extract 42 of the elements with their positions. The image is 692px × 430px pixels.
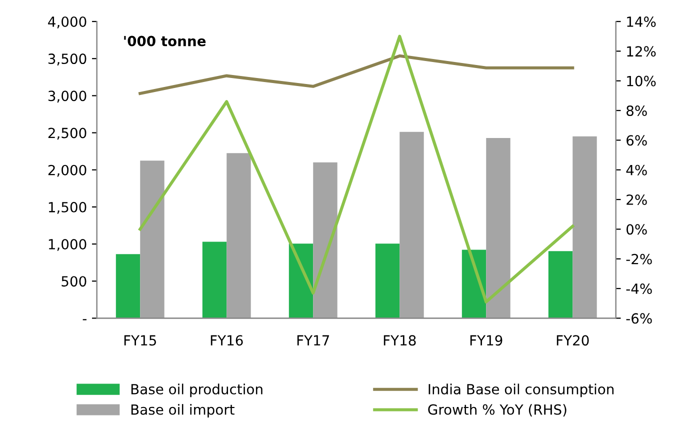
- y2-tick-label: 6%: [626, 135, 647, 146]
- legend-label: Base oil import: [131, 404, 234, 418]
- y-tick-label: 2,000: [48, 164, 86, 177]
- x-tick-label: FY19: [470, 335, 502, 346]
- bar: [548, 251, 573, 318]
- y-tick-label: 1,000: [48, 238, 86, 251]
- y-tick-label: 500: [62, 276, 86, 287]
- legend-label: Growth % YoY (RHS): [428, 404, 566, 416]
- bar: [226, 153, 251, 318]
- x-tick-label: FY16: [210, 335, 243, 346]
- bar: [486, 138, 510, 318]
- y2-tick-label: 8%: [626, 105, 647, 116]
- y-tick-label: 4,000: [48, 16, 86, 28]
- y-tick-label: 2,500: [48, 128, 86, 140]
- y-tick-label: 1,500: [48, 202, 86, 214]
- y2-tick-label: 2%: [626, 194, 647, 205]
- y2-tick-label: 10%: [627, 76, 656, 86]
- bar: [140, 160, 164, 318]
- x-tick-label: FY18: [384, 335, 416, 346]
- y2-tick-label: -2%: [626, 254, 652, 264]
- bar: [313, 162, 338, 318]
- y2-tick-label: -6%: [626, 313, 652, 324]
- y-tick-label: 3,500: [48, 54, 86, 66]
- legend-label: India Base oil consumption: [428, 384, 614, 398]
- legend-label: Base oil production: [131, 384, 262, 398]
- annotation: '000 tonne: [124, 36, 206, 46]
- x-tick-label: FY17: [297, 335, 330, 346]
- bar: [375, 244, 400, 318]
- x-tick-label: FY15: [124, 335, 156, 346]
- y2-tick-label: -4%: [626, 284, 652, 294]
- y2-tick-label: 0%: [626, 224, 647, 235]
- x-tick-label: FY20: [556, 335, 589, 346]
- y2-tick-label: 12%: [627, 46, 656, 57]
- bar: [202, 242, 227, 318]
- y2-tick-label: 4%: [626, 164, 647, 176]
- y-tick-label: -: [82, 319, 86, 320]
- line-series: [138, 54, 574, 95]
- y2-tick-label: 14%: [627, 16, 656, 27]
- bar: [400, 132, 424, 318]
- y-tick-label: 3,000: [48, 90, 86, 103]
- bar: [116, 254, 140, 318]
- bar: [572, 136, 597, 318]
